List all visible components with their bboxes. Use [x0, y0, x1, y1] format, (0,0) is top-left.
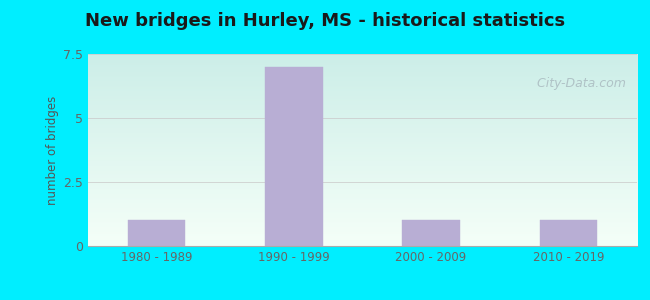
Text: City-Data.com: City-Data.com	[525, 77, 626, 90]
Text: New bridges in Hurley, MS - historical statistics: New bridges in Hurley, MS - historical s…	[85, 12, 565, 30]
Bar	[127, 220, 185, 246]
Y-axis label: number of bridges: number of bridges	[46, 95, 58, 205]
Bar	[540, 220, 597, 246]
Bar	[265, 67, 322, 246]
Bar	[402, 220, 460, 246]
